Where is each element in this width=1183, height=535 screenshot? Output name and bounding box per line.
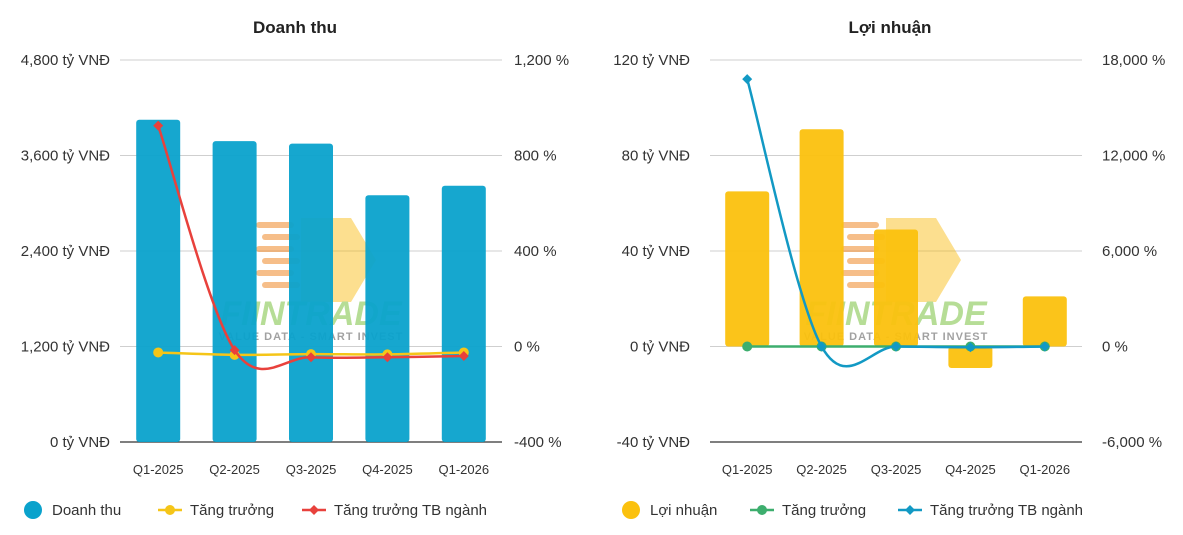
bar[interactable] bbox=[212, 141, 257, 443]
legend-item-loi-nhuan[interactable]: Lợi nhuận bbox=[622, 501, 717, 519]
x-axis-tick-label: Q1-2026 bbox=[439, 462, 490, 477]
left-axis-tick-label: 3,600 tỷ VNĐ bbox=[21, 148, 110, 165]
legend-marker bbox=[309, 505, 319, 515]
x-axis-tick-label: Q1-2025 bbox=[722, 462, 773, 477]
revenue-chart: Doanh thu 0 tỷ VNĐ 1,200 tỷ VNĐ 2,400 tỷ VN… bbox=[21, 18, 569, 519]
tang-truong-tb-nganh-point[interactable] bbox=[965, 342, 976, 353]
tang-truong-tb-nganh-point[interactable] bbox=[153, 120, 164, 131]
bar[interactable] bbox=[441, 185, 486, 442]
tang-truong-tb-nganh-point[interactable] bbox=[1039, 341, 1050, 352]
bar[interactable] bbox=[948, 346, 993, 368]
bar[interactable] bbox=[725, 191, 770, 347]
x-axis-tick-label: Q2-2025 bbox=[209, 462, 260, 477]
x-axis-tick-label: Q4-2025 bbox=[945, 462, 996, 477]
x-axis-tick-label: Q2-2025 bbox=[796, 462, 847, 477]
legend-item-tang-truong-tb-nganh[interactable]: Tăng trưởng TB ngành bbox=[898, 502, 1083, 519]
right-axis-tick-label: 12,000 % bbox=[1102, 148, 1165, 165]
x-axis-tick-label: Q3-2025 bbox=[286, 462, 337, 477]
right-axis-tick-label: 0 % bbox=[514, 339, 540, 356]
tang-truong-tb-nganh-point[interactable] bbox=[458, 351, 469, 362]
watermark-logo-stripe bbox=[256, 246, 294, 252]
watermark-logo-stripe bbox=[841, 246, 879, 252]
x-axis-tick-label: Q4-2025 bbox=[362, 462, 413, 477]
left-axis-tick-label: 40 tỷ VNĐ bbox=[622, 243, 691, 260]
legend-label: Doanh thu bbox=[52, 502, 121, 519]
legend-label: Tăng trưởng bbox=[782, 502, 866, 519]
bar[interactable] bbox=[365, 195, 410, 442]
profit-chart-panel: Lợi nhuận -40 tỷ VNĐ 0 tỷ VNĐ 40 tỷ VNĐ 80 t… bbox=[590, 0, 1183, 535]
tang-truong-tb-nganh-line bbox=[745, 78, 1045, 368]
right-axis-tick-label: -400 % bbox=[514, 434, 562, 451]
legend-label: Lợi nhuận bbox=[650, 502, 717, 519]
tang-truong-point[interactable] bbox=[742, 341, 753, 352]
profit-chart-title: Lợi nhuận bbox=[849, 18, 932, 37]
profit-chart: Lợi nhuận -40 tỷ VNĐ 0 tỷ VNĐ 40 tỷ VNĐ 80 t… bbox=[613, 18, 1165, 519]
left-axis-tick-label: 0 tỷ VNĐ bbox=[50, 434, 110, 451]
left-axis-tick-label: 2,400 tỷ VNĐ bbox=[21, 243, 110, 260]
tang-truong-tb-nganh-point[interactable] bbox=[742, 74, 753, 85]
legend-marker bbox=[757, 505, 767, 515]
left-axis-tick-label: 0 tỷ VNĐ bbox=[630, 339, 690, 356]
x-axis-tick-label: Q3-2025 bbox=[871, 462, 922, 477]
right-axis-tick-label: 18,000 % bbox=[1102, 52, 1165, 69]
right-axis-tick-label: 800 % bbox=[514, 148, 557, 165]
legend-marker bbox=[165, 505, 175, 515]
left-axis-tick-label: 120 tỷ VNĐ bbox=[613, 52, 690, 69]
legend-label: Tăng trưởng bbox=[190, 502, 274, 519]
x-axis-tick-label: Q1-2026 bbox=[1020, 462, 1071, 477]
left-axis-tick-label: 1,200 tỷ VNĐ bbox=[21, 339, 110, 356]
watermark-logo-stripe bbox=[841, 222, 879, 228]
right-axis-tick-label: 1,200 % bbox=[514, 52, 569, 69]
left-axis-tick-label: 80 tỷ VNĐ bbox=[622, 148, 691, 165]
left-axis-tick-label: -40 tỷ VNĐ bbox=[617, 434, 691, 451]
bar[interactable] bbox=[799, 129, 844, 347]
tang-truong-tb-nganh-point[interactable] bbox=[816, 341, 827, 352]
right-axis-tick-label: -6,000 % bbox=[1102, 434, 1162, 451]
legend-marker bbox=[622, 501, 640, 519]
legend-label: Tăng trưởng TB ngành bbox=[334, 502, 487, 519]
tang-truong-tb-nganh-line bbox=[157, 125, 464, 371]
watermark-logo-stripe bbox=[256, 222, 294, 228]
right-axis-tick-label: 6,000 % bbox=[1102, 243, 1157, 260]
legend-item-doanh-thu[interactable]: Doanh thu bbox=[24, 501, 121, 519]
x-axis-tick-label: Q1-2025 bbox=[133, 462, 184, 477]
legend-item-tang-truong-tb-nganh[interactable]: Tăng trưởng TB ngành bbox=[302, 502, 487, 519]
left-axis-tick-label: 4,800 tỷ VNĐ bbox=[21, 52, 110, 69]
revenue-chart-title: Doanh thu bbox=[253, 18, 337, 37]
watermark-logo-stripe bbox=[841, 270, 879, 276]
tang-truong-tb-nganh-point[interactable] bbox=[306, 352, 316, 363]
revenue-chart-panel: Doanh thu 0 tỷ VNĐ 1,200 tỷ VNĐ 2,400 tỷ VN… bbox=[0, 0, 590, 535]
legend-label: Tăng trưởng TB ngành bbox=[930, 502, 1083, 519]
tang-truong-tb-nganh-point[interactable] bbox=[229, 345, 240, 356]
legend-item-tang-truong[interactable]: Tăng trưởng bbox=[750, 502, 866, 519]
tang-truong-point[interactable] bbox=[153, 347, 164, 358]
legend-marker bbox=[905, 505, 915, 515]
bar[interactable] bbox=[874, 229, 918, 347]
bar[interactable] bbox=[136, 119, 181, 442]
right-axis-tick-label: 400 % bbox=[514, 243, 557, 260]
right-axis-tick-label: 0 % bbox=[1102, 339, 1128, 356]
bar[interactable] bbox=[1022, 296, 1067, 347]
bar[interactable] bbox=[289, 143, 333, 442]
legend-item-tang-truong[interactable]: Tăng trưởng bbox=[158, 502, 274, 519]
tang-truong-tb-nganh-point[interactable] bbox=[382, 352, 393, 363]
tang-truong-tb-nganh-point[interactable] bbox=[891, 341, 901, 352]
legend-marker bbox=[24, 501, 42, 519]
watermark-logo-stripe bbox=[256, 270, 294, 276]
